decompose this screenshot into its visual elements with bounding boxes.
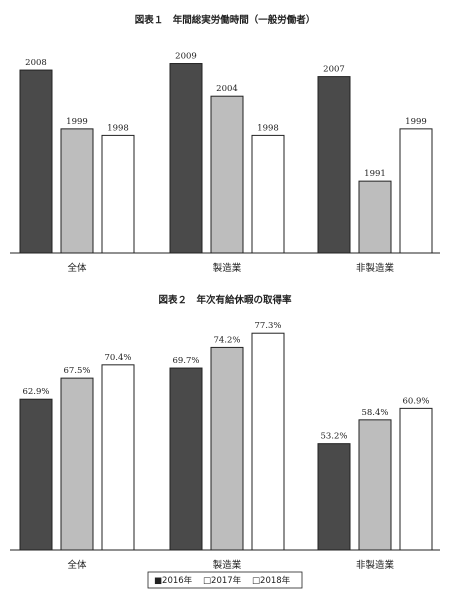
chart2-bar <box>399 407 433 551</box>
chart2-bar <box>317 443 351 551</box>
legend-item-2016: ■2016年 <box>154 575 193 586</box>
chart1-category-label: 製造業 <box>213 262 242 274</box>
chart1-category-label: 全体 <box>67 262 87 274</box>
chart2-data-label: 67.5% <box>63 366 90 376</box>
chart2-category-label: 非製造業 <box>356 559 395 571</box>
chart2-data-label: 58.4% <box>361 408 388 418</box>
chart2-data-label: 62.9% <box>22 387 49 397</box>
chart1-title: 図表１ 年間総実労働時間（一般労働者） <box>135 14 316 26</box>
chart2-category-label: 製造業 <box>213 559 242 571</box>
chart2-data-label: 69.7% <box>172 356 199 366</box>
legend-box <box>147 571 303 589</box>
chart2-data-label: 70.4% <box>104 353 131 363</box>
chart1-data-label: 1999 <box>66 117 88 127</box>
chart1-bar <box>169 63 203 254</box>
chart1-bar <box>101 134 135 254</box>
chart1-category-label: 非製造業 <box>356 262 395 274</box>
chart1-data-label: 2008 <box>25 58 47 68</box>
chart2-category-label: 全体 <box>67 559 87 571</box>
chart1-bar <box>358 180 392 254</box>
chart2-data-label: 77.3% <box>254 321 281 331</box>
chart1-data-label: 2004 <box>216 84 238 94</box>
chart2-bar <box>169 367 203 551</box>
chart1-bar <box>399 128 433 254</box>
chart1-data-label: 1998 <box>257 123 279 133</box>
chart1-bar <box>210 95 244 254</box>
legend-item-2017: □2017年 <box>203 575 242 586</box>
chart2-bar <box>358 419 392 551</box>
chart1-bar <box>251 134 285 254</box>
chart1-data-label: 1991 <box>364 169 386 179</box>
chart2-data-label: 53.2% <box>320 432 347 442</box>
chart2-bar <box>101 364 135 551</box>
chart2-bar <box>251 332 285 551</box>
chart2-data-label: 74.2% <box>213 335 240 345</box>
chart2-title: 図表２ 年次有給休暇の取得率 <box>158 294 292 306</box>
chart1-data-label: 2009 <box>175 52 197 62</box>
chart2-bar <box>60 377 94 551</box>
legend-item-2018: □2018年 <box>252 575 291 586</box>
chart1-data-label: 1998 <box>107 123 129 133</box>
chart2-bar <box>210 346 244 551</box>
chart1-bar <box>19 69 53 254</box>
chart1-bar <box>60 128 94 254</box>
chart1-bar <box>317 76 351 254</box>
chart2-data-label: 60.9% <box>402 396 429 406</box>
chart1-data-label: 1999 <box>405 117 427 127</box>
chart2-bar <box>19 398 53 551</box>
legend: ■2016年 □2017年 □2018年 <box>147 571 303 589</box>
chart1-data-label: 2007 <box>323 65 345 75</box>
